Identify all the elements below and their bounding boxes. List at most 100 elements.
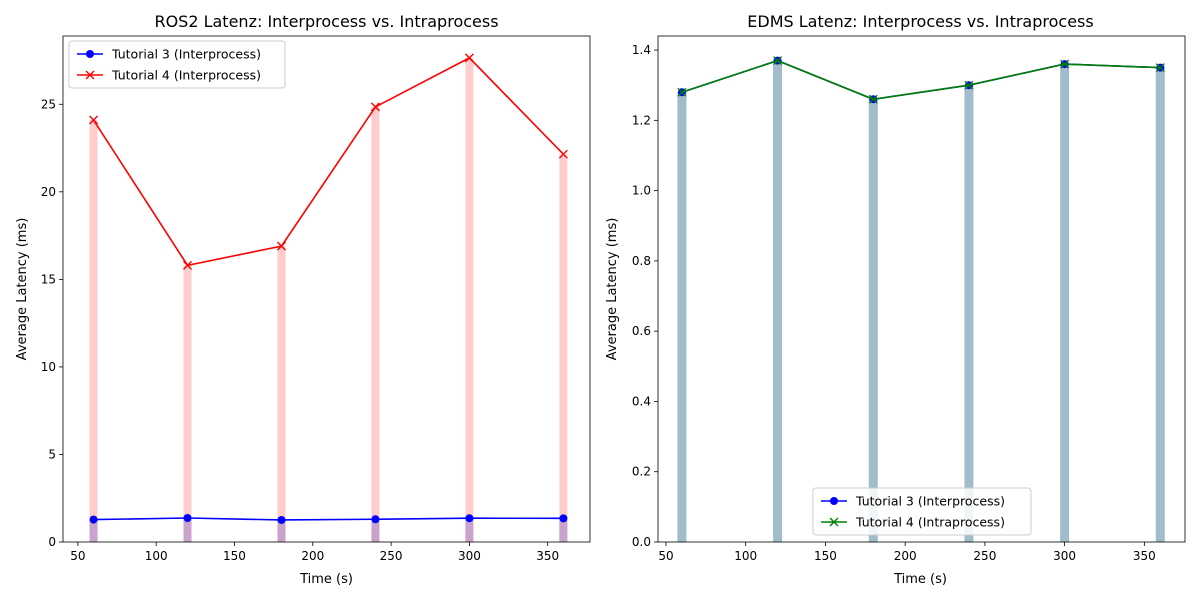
point	[277, 515, 286, 524]
bar	[559, 518, 568, 542]
x-tick-label: 350	[1133, 549, 1156, 563]
axes-frame	[62, 35, 591, 543]
point	[89, 115, 99, 125]
bar	[371, 106, 380, 542]
x-tick-label: 100	[734, 549, 757, 563]
point	[183, 514, 192, 523]
x-axis-label: Time (s)	[299, 572, 353, 587]
y-axis-ticks: 0.0 0.2 0.4 0.6 0.8 1.0 1.2 1.4	[632, 43, 658, 549]
x-tick-label: 50	[658, 549, 673, 563]
x-tick-label: 150	[814, 549, 837, 563]
y-tick-label: 15	[41, 272, 56, 286]
y-tick-label: 1.4	[632, 43, 651, 57]
bar	[964, 85, 974, 542]
bar	[868, 99, 878, 542]
x-axis-label: Time (s)	[893, 572, 947, 587]
chart-title: EDMS Latenz: Interprocess vs. Intraproce…	[747, 12, 1093, 31]
bars	[89, 57, 568, 543]
bar	[89, 120, 98, 543]
bar	[371, 519, 380, 542]
series-line	[92, 56, 564, 267]
point	[464, 53, 474, 63]
y-tick-label: 1.2	[632, 113, 651, 127]
legend-item: Tutorial 4 (Intraprocess)	[821, 515, 1005, 530]
legend: Tutorial 3 (Interprocess) Tutorial 4 (Int…	[68, 40, 286, 89]
y-tick-label: 0	[48, 535, 56, 549]
point	[276, 241, 286, 251]
axes-frame	[657, 35, 1186, 543]
x-tick-label: 50	[70, 549, 85, 563]
point	[558, 149, 568, 159]
point	[868, 94, 878, 104]
y-axis-ticks: 0 5 10 15 20 25	[41, 97, 63, 549]
x-tick-label: 150	[223, 549, 246, 563]
bar	[183, 265, 192, 542]
bar	[1060, 64, 1070, 542]
bar	[677, 92, 687, 542]
chart-title: ROS2 Latenz: Interprocess vs. Intraproce…	[154, 12, 498, 31]
legend-box	[812, 487, 1032, 536]
plot-area: 50 100 150 200 250 300 350 0.0 0.2 0.4 0.6 0.8 1.0 1.…	[632, 35, 1186, 563]
legend-box	[68, 40, 286, 89]
legend-item: Tutorial 4 (Interprocess)	[77, 68, 261, 83]
series-line	[93, 517, 564, 521]
legend-item: Tutorial 3 (Interprocess)	[77, 47, 261, 62]
x-tick-label: 300	[458, 549, 481, 563]
bar	[465, 57, 474, 543]
series-1	[89, 514, 568, 524]
bar	[277, 246, 286, 542]
x-tick-label: 350	[536, 549, 559, 563]
point	[465, 514, 474, 523]
x-axis-ticks: 50 100 150 200 250 300 350	[70, 542, 559, 563]
legend-label: Tutorial 3 (Interprocess)	[111, 47, 261, 62]
x-tick-label: 200	[894, 549, 917, 563]
point	[86, 50, 94, 58]
series-2	[677, 56, 1165, 104]
point	[1155, 63, 1165, 73]
y-axis-label: Average Latency (ms)	[605, 218, 620, 361]
point	[964, 80, 974, 90]
x-tick-label: 250	[973, 549, 996, 563]
bars	[677, 60, 1165, 542]
legend: Tutorial 3 (Interprocess) Tutorial 4 (Int…	[812, 487, 1032, 536]
point	[773, 56, 783, 66]
x-tick-label: 300	[1053, 549, 1076, 563]
y-tick-label: 20	[41, 185, 56, 199]
x-tick-label: 200	[301, 549, 324, 563]
x-tick-label: 250	[380, 549, 403, 563]
point	[677, 87, 687, 97]
y-tick-label: 0.8	[632, 254, 651, 268]
bar	[183, 518, 192, 542]
series-line	[681, 59, 1161, 101]
y-tick-label: 0.6	[632, 324, 651, 338]
y-tick-label: 25	[41, 97, 56, 111]
y-tick-label: 10	[41, 360, 56, 374]
legend-label: Tutorial 3 (Interprocess)	[855, 494, 1005, 509]
legend-label: Tutorial 4 (Interprocess)	[111, 68, 261, 83]
series-1	[677, 56, 1165, 104]
y-tick-label: 1.0	[632, 184, 651, 198]
legend-label: Tutorial 4 (Intraprocess)	[855, 515, 1005, 530]
point	[1060, 59, 1070, 69]
y-tick-label: 0.2	[632, 465, 651, 479]
x-tick-label: 100	[145, 549, 168, 563]
bar	[277, 519, 286, 542]
y-axis-label: Average Latency (ms)	[15, 218, 30, 361]
bar	[773, 60, 783, 542]
point	[89, 515, 98, 524]
chart-edms-latency: EDMS Latenz: Interprocess vs. Intraproce…	[605, 12, 1186, 587]
point	[830, 497, 838, 505]
chart-ros2-latency: ROS2 Latenz: Interprocess vs. Intraproce…	[15, 12, 591, 587]
point	[370, 102, 380, 112]
bar	[559, 154, 568, 542]
legend-item: Tutorial 3 (Interprocess)	[821, 494, 1005, 509]
series-line	[681, 59, 1161, 101]
point	[85, 70, 95, 80]
y-tick-label: 0.4	[632, 394, 651, 408]
point	[371, 515, 380, 524]
y-tick-label: 0.0	[632, 535, 651, 549]
bar	[465, 518, 474, 542]
y-tick-label: 5	[48, 447, 56, 461]
point	[559, 514, 568, 523]
